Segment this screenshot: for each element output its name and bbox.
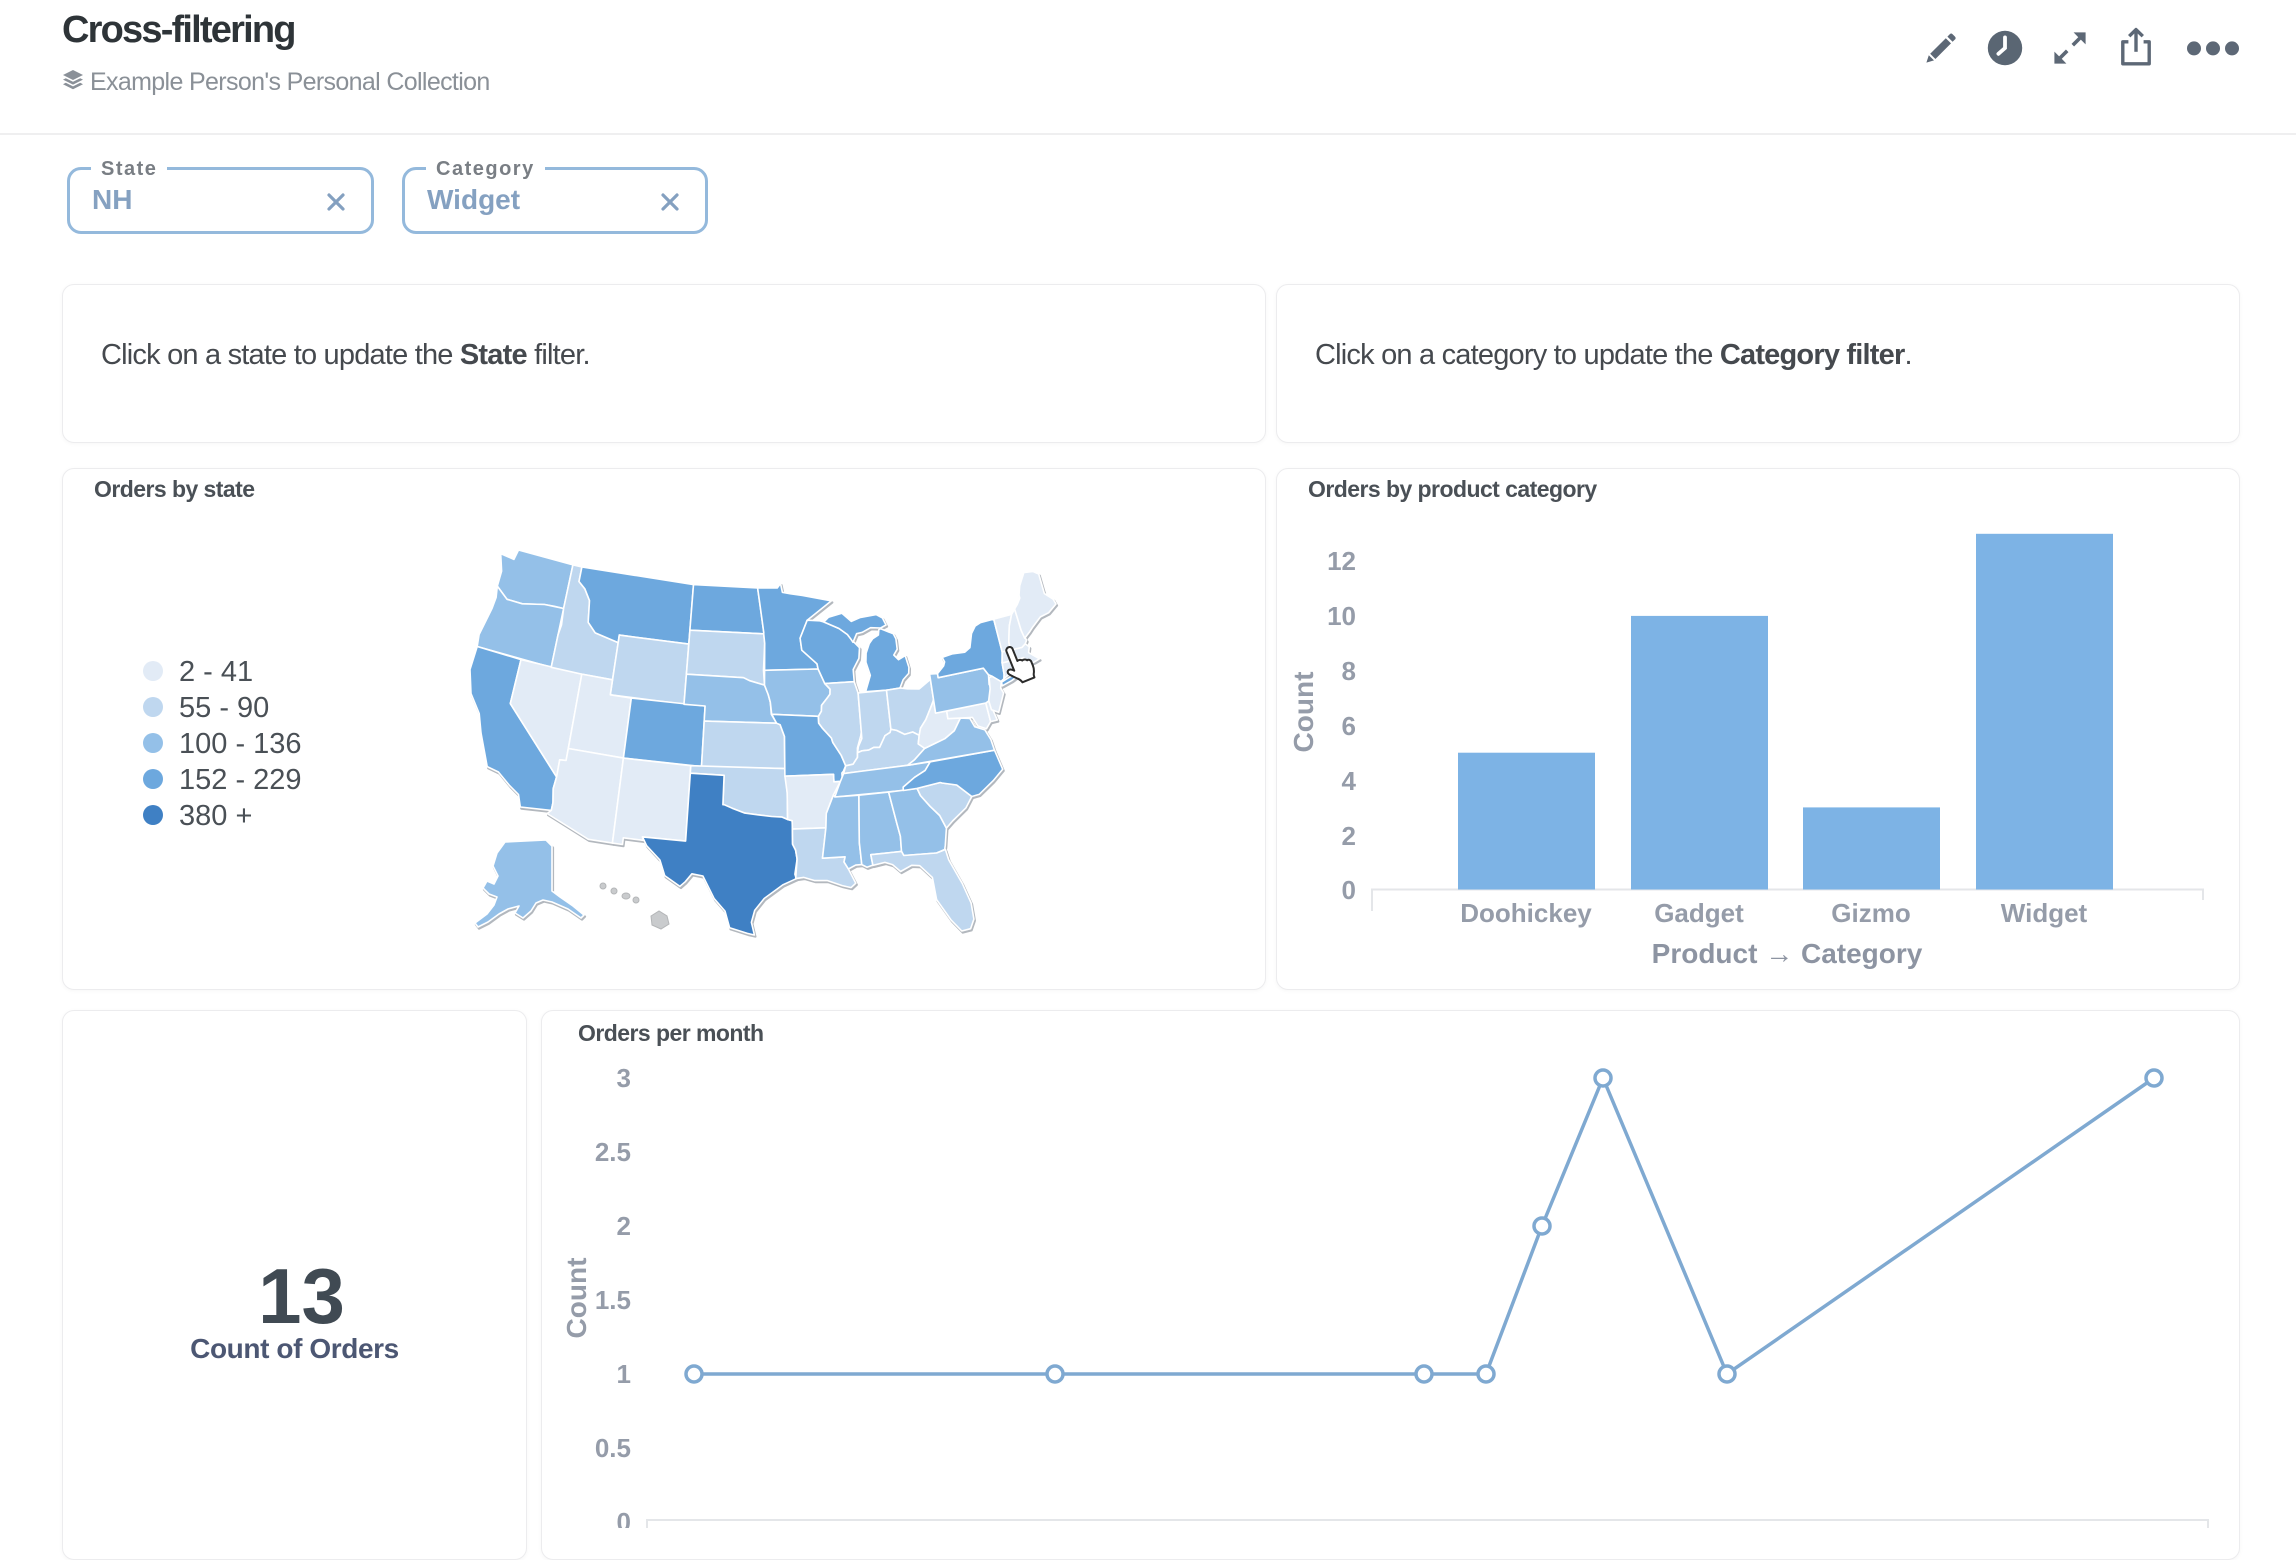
svg-text:10: 10 (1327, 601, 1356, 631)
svg-text:152 - 229: 152 - 229 (179, 764, 302, 796)
svg-text:12: 12 (1327, 546, 1356, 576)
svg-text:2 - 41: 2 - 41 (179, 656, 253, 688)
svg-text:Widget: Widget (2001, 898, 2088, 928)
svg-text:55 - 90: 55 - 90 (179, 692, 269, 724)
svg-text:1: 1 (617, 1359, 631, 1389)
svg-text:2: 2 (617, 1211, 631, 1241)
svg-text:2: 2 (1342, 821, 1356, 851)
svg-text:Count: Count (561, 1258, 592, 1339)
svg-text:100 - 136: 100 - 136 (179, 728, 302, 760)
svg-text:380 +: 380 + (179, 800, 252, 832)
svg-text:Doohickey: Doohickey (1460, 898, 1592, 928)
svg-text:8: 8 (1342, 656, 1356, 686)
svg-text:Gizmo: Gizmo (1831, 898, 1910, 928)
svg-text:0: 0 (617, 1507, 631, 1528)
svg-text:6: 6 (1342, 711, 1356, 741)
svg-text:0: 0 (1342, 875, 1356, 905)
svg-text:Product → Category: Product → Category (1652, 938, 1923, 969)
svg-text:Gadget: Gadget (1654, 898, 1744, 928)
svg-text:Count: Count (1288, 672, 1319, 753)
svg-text:4: 4 (1342, 766, 1357, 796)
svg-text:3: 3 (617, 1063, 631, 1093)
svg-text:0.5: 0.5 (595, 1433, 631, 1463)
svg-text:2.5: 2.5 (595, 1137, 631, 1167)
svg-text:1.5: 1.5 (595, 1285, 631, 1315)
